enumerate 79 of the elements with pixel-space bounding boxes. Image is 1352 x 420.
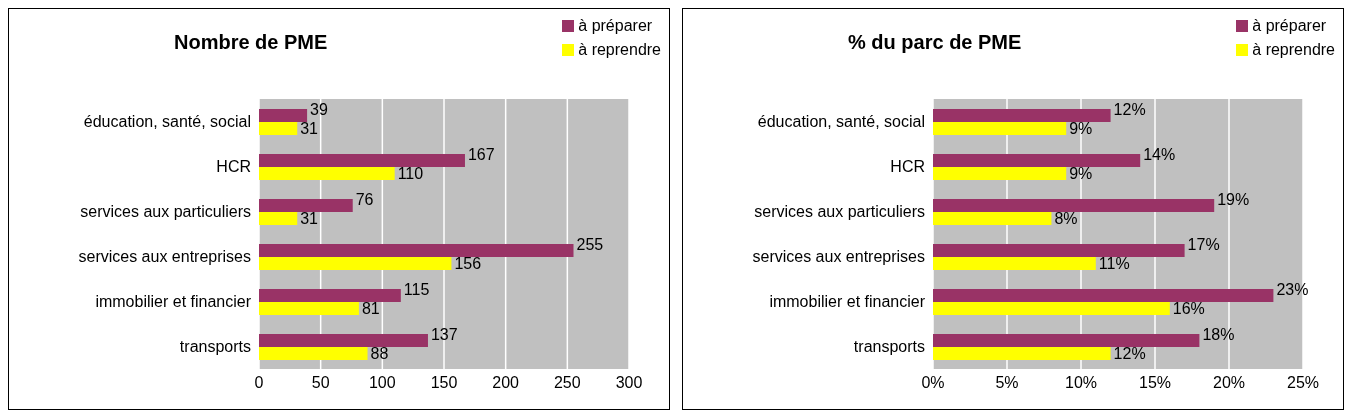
y-tick-label: services aux particuliers: [80, 203, 251, 221]
bar: [933, 154, 1141, 167]
x-tick-label: 100: [368, 374, 396, 392]
y-tick-label: services aux particuliers: [754, 203, 925, 221]
bar: [259, 199, 353, 212]
data-label: 19%: [1217, 190, 1250, 208]
bar: [259, 109, 308, 122]
bar: [933, 347, 1111, 360]
bar: [933, 109, 1111, 122]
data-label: 8%: [1054, 209, 1078, 227]
bar: [933, 212, 1052, 225]
legend-label: à préparer: [578, 17, 653, 35]
data-label: 81: [361, 299, 380, 317]
data-label: 9%: [1069, 119, 1093, 137]
chart-title: % du parc de PME: [848, 31, 1022, 54]
data-label: 255: [576, 235, 604, 253]
x-tick-label: 20%: [1212, 374, 1246, 392]
x-tick-label: 50: [311, 374, 330, 392]
data-label: 110: [397, 164, 424, 182]
bar: [933, 122, 1067, 135]
x-tick-label: 15%: [1138, 374, 1172, 392]
legend-label: à préparer: [1252, 17, 1327, 35]
y-tick-label: HCR: [216, 158, 251, 176]
bar: [933, 244, 1185, 257]
bar: [933, 199, 1215, 212]
bar: [259, 154, 465, 167]
bar: [259, 334, 428, 347]
bar: [259, 347, 368, 360]
data-label: 9%: [1069, 164, 1093, 182]
data-label: 31: [300, 209, 319, 227]
data-label: 12%: [1113, 100, 1146, 118]
data-label: 18%: [1202, 325, 1235, 343]
bar: [933, 257, 1096, 270]
legend-label: à reprendre: [578, 41, 661, 59]
x-tick-label: 200: [492, 374, 520, 392]
x-tick-label: 300: [615, 374, 643, 392]
data-label: 11%: [1098, 254, 1130, 272]
bar: [259, 302, 359, 315]
x-tick-label: 5%: [995, 374, 1019, 392]
y-tick-label: services aux entreprises: [78, 248, 251, 266]
x-tick-label: 10%: [1064, 374, 1098, 392]
x-tick-label: 0: [254, 374, 264, 392]
x-tick-label: 250: [553, 374, 581, 392]
data-label: 156: [454, 254, 482, 272]
data-label: 14%: [1143, 145, 1176, 163]
data-label: 31: [300, 119, 319, 137]
data-label: 17%: [1187, 235, 1220, 253]
data-label: 137: [430, 325, 458, 343]
bar: [259, 212, 298, 225]
bar: [259, 289, 401, 302]
y-tick-label: HCR: [890, 158, 925, 176]
data-label: 167: [467, 145, 495, 163]
bar: [259, 244, 574, 257]
x-tick-label: 150: [430, 374, 458, 392]
data-label: 16%: [1172, 299, 1205, 317]
x-tick-label: 0%: [921, 374, 945, 392]
bar: [933, 167, 1067, 180]
bar: [259, 122, 298, 135]
y-tick-label: éducation, santé, social: [83, 113, 251, 131]
bar: [259, 257, 452, 270]
y-tick-label: services aux entreprises: [752, 248, 925, 266]
data-label: 76: [355, 190, 374, 208]
bar: [933, 334, 1200, 347]
data-label: 23%: [1276, 280, 1309, 298]
x-tick-label: 25%: [1286, 374, 1320, 392]
data-label: 115: [403, 280, 430, 298]
y-tick-label: éducation, santé, social: [757, 113, 925, 131]
legend-label: à reprendre: [1252, 41, 1335, 59]
bar: [933, 289, 1274, 302]
bar: [933, 302, 1170, 315]
bar: [259, 167, 395, 180]
y-tick-label: immobilier et financier: [769, 293, 926, 311]
data-label: 39: [310, 100, 328, 118]
data-label: 88: [370, 344, 389, 362]
y-tick-label: transports: [853, 338, 925, 356]
y-tick-label: immobilier et financier: [95, 293, 252, 311]
y-tick-label: transports: [179, 338, 251, 356]
chart-title: Nombre de PME: [174, 31, 328, 54]
data-label: 12%: [1113, 344, 1146, 362]
